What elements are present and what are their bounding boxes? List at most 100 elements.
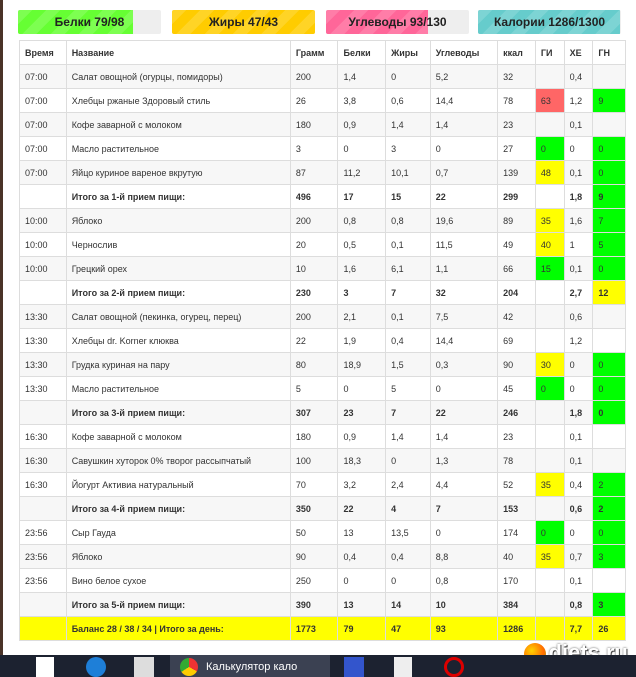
cell-gn bbox=[592, 424, 626, 449]
cell-gn: 9 bbox=[592, 184, 626, 209]
cell-name[interactable]: Яблоко bbox=[65, 544, 291, 569]
store-icon[interactable] bbox=[36, 657, 54, 677]
column-header[interactable]: Белки bbox=[337, 40, 387, 65]
cell-xe: 1,8 bbox=[563, 400, 594, 425]
cell-xe: 1,2 bbox=[563, 328, 594, 353]
cell-name[interactable]: Савушкин хуторок 0% творог рассыпчатый bbox=[65, 448, 291, 473]
cell-fat: 0,1 bbox=[385, 232, 431, 257]
cell-carbs: 11,5 bbox=[429, 232, 499, 257]
cell-xe: 2,7 bbox=[563, 280, 594, 305]
cell-carbs: 4,4 bbox=[429, 472, 499, 497]
column-header[interactable]: ГН bbox=[592, 40, 626, 65]
cell-protein: 3,2 bbox=[337, 472, 387, 497]
cell-fat: 3 bbox=[385, 136, 431, 161]
cell-grams: 250 bbox=[289, 568, 339, 593]
cell-name[interactable]: Хлебцы ржаные Здоровый стиль bbox=[65, 88, 291, 113]
cell-protein: 0,9 bbox=[337, 112, 387, 137]
cell-gn bbox=[592, 328, 626, 353]
column-header[interactable]: ХЕ bbox=[563, 40, 594, 65]
cell-carbs: 14,4 bbox=[429, 88, 499, 113]
column-header[interactable]: Углеводы bbox=[429, 40, 499, 65]
progress-label: Белки 79/98 bbox=[54, 15, 125, 29]
cell-name[interactable]: Масло растительное bbox=[65, 376, 291, 401]
cell-protein: 13 bbox=[337, 520, 387, 545]
cell-name[interactable]: Салат овощной (пекинка, огурец, перец) bbox=[65, 304, 291, 329]
cell-grams: 200 bbox=[289, 64, 339, 89]
chrome-taskbar-item[interactable]: Калькулятор кало bbox=[170, 655, 330, 677]
table-row: 07:00 Масло растительное 3 0 3 0 27 0 0 0 bbox=[19, 136, 626, 161]
cell-gi: 35 bbox=[534, 208, 565, 233]
cell-gn: 2 bbox=[592, 472, 626, 497]
cell-kcal: 170 bbox=[497, 568, 536, 593]
cell-time: 13:30 bbox=[19, 376, 67, 401]
app-icon[interactable] bbox=[134, 657, 154, 677]
cell-protein: 3 bbox=[337, 280, 387, 305]
cell-protein: 1,4 bbox=[337, 64, 387, 89]
cell-xe: 0,1 bbox=[563, 112, 594, 137]
cell-protein: 0,5 bbox=[337, 232, 387, 257]
cell-xe: 0,1 bbox=[563, 160, 594, 185]
cell-name[interactable]: Чернослив bbox=[65, 232, 291, 257]
save-icon[interactable] bbox=[344, 657, 364, 677]
cell-gn: 5 bbox=[592, 232, 626, 257]
table-row: 13:30 Масло растительное 5 0 5 0 45 0 0 0 bbox=[19, 376, 626, 401]
day-total-row: Баланс 28 / 38 / 34 | Итого за день: 1773… bbox=[19, 616, 626, 641]
column-header[interactable]: Название bbox=[65, 40, 291, 65]
cell-protein: 0,9 bbox=[337, 424, 387, 449]
cell-gi bbox=[534, 328, 565, 353]
cell-protein: 1,6 bbox=[337, 256, 387, 281]
cell-gn bbox=[592, 448, 626, 473]
cell-gn: 9 bbox=[592, 88, 626, 113]
cell-xe: 0 bbox=[563, 520, 594, 545]
chrome-icon bbox=[180, 658, 198, 676]
column-header[interactable]: ГИ bbox=[534, 40, 565, 65]
cell-xe: 0 bbox=[563, 136, 594, 161]
column-header[interactable]: Грамм bbox=[289, 40, 339, 65]
cell-name[interactable]: Вино белое сухое bbox=[65, 568, 291, 593]
cell-kcal: 40 bbox=[497, 544, 536, 569]
cell-protein: 3,8 bbox=[337, 88, 387, 113]
progress-fill bbox=[326, 10, 429, 34]
column-header[interactable]: Жиры bbox=[385, 40, 431, 65]
cell-gn: 0 bbox=[592, 520, 626, 545]
cell-kcal: 78 bbox=[497, 448, 536, 473]
cell-gn bbox=[592, 568, 626, 593]
cell-carbs: 19,6 bbox=[429, 208, 499, 233]
cell-name[interactable]: Яйцо куриное вареное вкрутую bbox=[65, 160, 291, 185]
cell-fat: 7 bbox=[385, 280, 431, 305]
cell-protein: 23 bbox=[337, 400, 387, 425]
cell-grams: 70 bbox=[289, 472, 339, 497]
table-row: 23:56 Сыр Гауда 50 13 13,5 0 174 0 0 0 bbox=[19, 520, 626, 545]
cell-name[interactable]: Кофе заварной с молоком bbox=[65, 112, 291, 137]
table-row: 16:30 Йогурт Активиа натуральный 70 3,2 2,4 4… bbox=[19, 472, 626, 497]
window-edge bbox=[0, 0, 3, 655]
column-header[interactable]: Время bbox=[19, 40, 67, 65]
cell-time: 13:30 bbox=[19, 304, 67, 329]
cell-fat: 10,1 bbox=[385, 160, 431, 185]
cell-name[interactable]: Сыр Гауда bbox=[65, 520, 291, 545]
cell-grams: 10 bbox=[289, 256, 339, 281]
cell-time: 07:00 bbox=[19, 88, 67, 113]
cell-gi bbox=[534, 280, 565, 305]
cell-name[interactable]: Грудка куриная на пару bbox=[65, 352, 291, 377]
cell-name[interactable]: Масло растительное bbox=[65, 136, 291, 161]
cell-name[interactable]: Салат овощной (огурцы, помидоры) bbox=[65, 64, 291, 89]
cell-name[interactable]: Йогурт Активиа натуральный bbox=[65, 472, 291, 497]
column-header[interactable]: ккал bbox=[497, 40, 536, 65]
cell-grams: 307 bbox=[289, 400, 339, 425]
cell-grams: 22 bbox=[289, 328, 339, 353]
edge-icon[interactable] bbox=[86, 657, 106, 677]
yandex-icon[interactable] bbox=[394, 657, 412, 677]
cell-name[interactable]: Хлебцы dr. Korner клюква bbox=[65, 328, 291, 353]
cell-name[interactable]: Грецкий орех bbox=[65, 256, 291, 281]
cell-gi bbox=[534, 448, 565, 473]
cell-name[interactable]: Кофе заварной с молоком bbox=[65, 424, 291, 449]
cell-protein: 0 bbox=[337, 568, 387, 593]
cell-protein: 17 bbox=[337, 184, 387, 209]
opera-icon[interactable] bbox=[444, 657, 464, 677]
cell-time: 07:00 bbox=[19, 64, 67, 89]
cell-name[interactable]: Яблоко bbox=[65, 208, 291, 233]
cell-time bbox=[19, 400, 67, 425]
cell-carbs: 14,4 bbox=[429, 328, 499, 353]
cell-xe: 0,1 bbox=[563, 424, 594, 449]
